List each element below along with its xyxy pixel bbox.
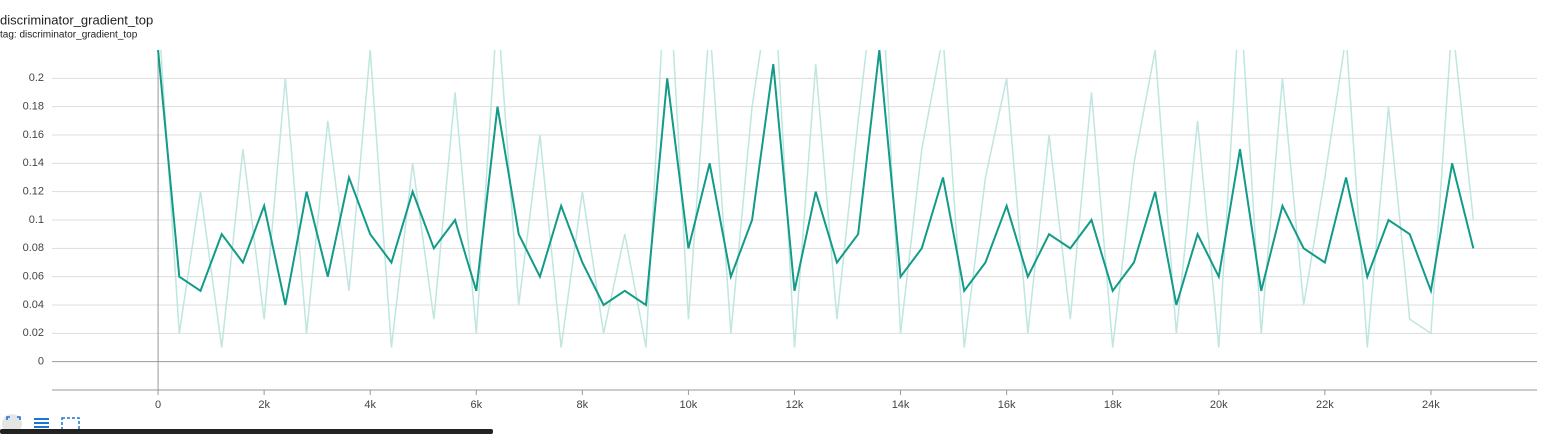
x-tick-label: 14k — [892, 399, 910, 411]
series-line — [160, 50, 1475, 348]
y-tick-label: 0.16 — [23, 129, 44, 141]
chart-title: discriminator_gradient_top — [0, 12, 153, 27]
x-tick-label: 16k — [998, 399, 1016, 411]
y-tick-label: 0 — [38, 356, 44, 368]
x-tick-label: 4k — [364, 399, 376, 411]
x-tick-label: 10k — [680, 399, 698, 411]
x-tick-label: 18k — [1104, 399, 1122, 411]
x-tick-label: 12k — [786, 399, 804, 411]
y-tick-label: 0.12 — [23, 186, 44, 198]
data-toggle-icon[interactable] — [34, 418, 49, 428]
scrollbar[interactable] — [0, 429, 493, 434]
x-tick-label: 20k — [1210, 399, 1228, 411]
x-tick-label: 0 — [155, 399, 161, 411]
chart-subtitle: tag: discriminator_gradient_top — [0, 30, 138, 41]
y-tick-label: 0.1 — [29, 214, 44, 226]
x-tick-label: 6k — [470, 399, 482, 411]
y-tick-label: 0.04 — [23, 299, 44, 311]
y-tick-label: 0.06 — [23, 271, 44, 283]
y-tick-label: 0.08 — [23, 242, 44, 254]
fullscreen-icon — [6, 416, 21, 420]
x-tick-label: 2k — [258, 399, 270, 411]
y-tick-label: 0.14 — [23, 157, 44, 169]
x-tick-label: 24k — [1422, 399, 1440, 411]
series-line — [157, 50, 1475, 307]
y-tick-label: 0.18 — [23, 101, 44, 113]
x-tick-label: 22k — [1316, 399, 1334, 411]
y-tick-label: 0.02 — [23, 327, 44, 339]
x-tick-label: 8k — [577, 399, 589, 411]
fit-domain-icon[interactable] — [61, 417, 80, 433]
y-tick-label: 0.2 — [29, 72, 44, 84]
